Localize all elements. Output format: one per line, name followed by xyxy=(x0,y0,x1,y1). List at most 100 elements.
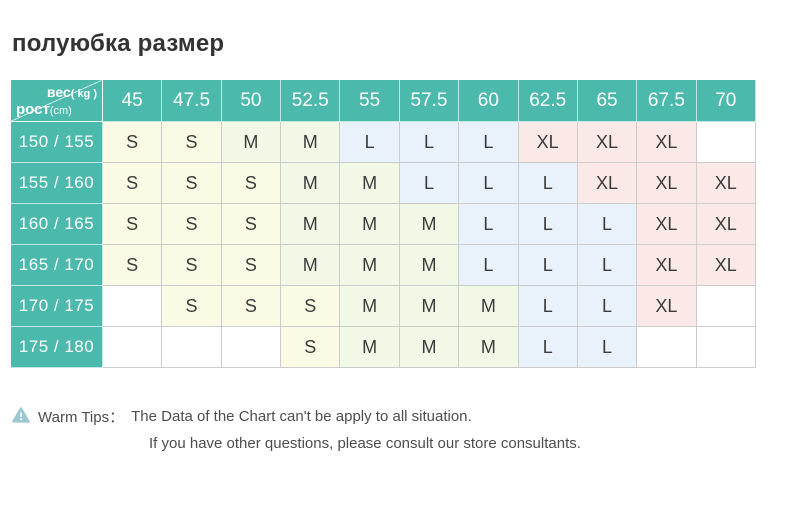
row-label: 175 / 180 xyxy=(10,326,103,368)
tips-line1: The Data of the Chart can't be apply to … xyxy=(131,408,472,425)
table-row: 170 / 175 S S S M M M L L XL xyxy=(10,285,757,327)
size-cell: XL xyxy=(695,162,757,204)
size-cell: S xyxy=(161,203,222,245)
col-header: 60 xyxy=(458,79,519,122)
size-cell: M xyxy=(398,244,460,286)
tips-line2: If you have other questions, please cons… xyxy=(149,435,581,452)
table-row: 175 / 180 S M M M L L xyxy=(10,326,757,368)
col-header: 70 xyxy=(695,79,757,122)
size-cell xyxy=(101,326,163,368)
size-cell: S xyxy=(220,285,282,327)
size-cell: M xyxy=(458,326,519,368)
size-cell: M xyxy=(339,326,400,368)
size-cell: L xyxy=(576,203,638,245)
size-cell xyxy=(695,326,757,368)
size-cell: XL xyxy=(517,121,578,163)
size-cell: L xyxy=(576,326,638,368)
size-cell xyxy=(220,326,282,368)
size-cell xyxy=(161,326,222,368)
col-header: 62.5 xyxy=(517,79,578,122)
size-cell: XL xyxy=(695,244,757,286)
row-label: 165 / 170 xyxy=(10,244,103,286)
size-cell: M xyxy=(458,285,519,327)
size-cell: L xyxy=(517,162,578,204)
weight-axis-label: вес( kg ) xyxy=(46,84,97,100)
size-cell: L xyxy=(398,121,460,163)
tips-label: Warm Tips： xyxy=(38,409,125,426)
size-cell: S xyxy=(101,162,163,204)
size-cell: L xyxy=(458,162,519,204)
size-cell: L xyxy=(576,285,638,327)
size-cell: S xyxy=(101,203,163,245)
size-cell xyxy=(695,121,757,163)
size-cell xyxy=(636,326,697,368)
size-cell: M xyxy=(220,121,282,163)
corner-cell: вес( kg ) рост(cm) xyxy=(10,79,103,122)
size-cell: L xyxy=(517,326,578,368)
size-chart-page: полуюбка размер вес( kg ) рост(cm) 45 47… xyxy=(10,30,780,452)
size-chart-table: вес( kg ) рост(cm) 45 47.5 50 52.5 55 57… xyxy=(10,79,757,368)
table-row: 165 / 170 S S S M M M L L L XL XL xyxy=(10,244,757,286)
warning-triangle-icon xyxy=(12,406,30,427)
size-cell: S xyxy=(161,162,222,204)
size-cell: XL xyxy=(576,162,638,204)
size-cell: L xyxy=(458,203,519,245)
size-cell: M xyxy=(339,162,400,204)
size-cell: S xyxy=(161,244,222,286)
col-header: 50 xyxy=(220,79,282,122)
size-cell: S xyxy=(161,121,222,163)
col-header: 57.5 xyxy=(398,79,460,122)
table-row: 150 / 155 S S M M L L L XL XL XL xyxy=(10,121,757,163)
col-header: 45 xyxy=(101,79,163,122)
size-cell: M xyxy=(280,162,341,204)
size-cell: L xyxy=(517,285,578,327)
size-cell: S xyxy=(101,121,163,163)
size-cell xyxy=(695,285,757,327)
size-cell: S xyxy=(161,285,222,327)
size-cell: XL xyxy=(636,121,697,163)
page-title: полуюбка размер xyxy=(12,30,225,57)
size-cell: L xyxy=(398,162,460,204)
row-label: 155 / 160 xyxy=(10,162,103,204)
size-cell: M xyxy=(280,244,341,286)
size-cell: M xyxy=(398,326,460,368)
size-cell: M xyxy=(339,285,400,327)
size-cell: M xyxy=(339,203,400,245)
table-row: 160 / 165 S S S M M M L L L XL XL xyxy=(10,203,757,245)
col-header: 65 xyxy=(576,79,638,122)
size-cell: S xyxy=(280,285,341,327)
size-cell: S xyxy=(220,203,282,245)
size-cell: XL xyxy=(636,203,697,245)
size-cell: XL xyxy=(636,244,697,286)
col-header: 55 xyxy=(339,79,400,122)
size-cell: S xyxy=(220,244,282,286)
row-label: 160 / 165 xyxy=(10,203,103,245)
size-cell: M xyxy=(398,203,460,245)
col-header: 47.5 xyxy=(161,79,222,122)
height-axis-label: рост(cm) xyxy=(16,101,72,118)
size-cell: XL xyxy=(636,285,697,327)
size-cell: S xyxy=(280,326,341,368)
size-cell: L xyxy=(517,244,578,286)
size-cell: M xyxy=(280,203,341,245)
size-cell: M xyxy=(280,121,341,163)
size-cell: S xyxy=(101,244,163,286)
size-cell: XL xyxy=(695,203,757,245)
row-label: 150 / 155 xyxy=(10,121,103,163)
size-cell: M xyxy=(339,244,400,286)
size-cell xyxy=(101,285,163,327)
size-cell: L xyxy=(458,121,519,163)
size-cell: L xyxy=(576,244,638,286)
col-header: 67.5 xyxy=(636,79,697,122)
row-label: 170 / 175 xyxy=(10,285,103,327)
warm-tips: Warm Tips： The Data of the Chart can't b… xyxy=(12,406,780,452)
col-header: 52.5 xyxy=(280,79,341,122)
header-row: вес( kg ) рост(cm) 45 47.5 50 52.5 55 57… xyxy=(10,79,757,122)
size-cell: L xyxy=(517,203,578,245)
size-cell: M xyxy=(398,285,460,327)
size-cell: S xyxy=(220,162,282,204)
size-cell: XL xyxy=(576,121,638,163)
size-cell: L xyxy=(458,244,519,286)
table-row: 155 / 160 S S S M M L L L XL XL XL xyxy=(10,162,757,204)
size-cell: L xyxy=(339,121,400,163)
